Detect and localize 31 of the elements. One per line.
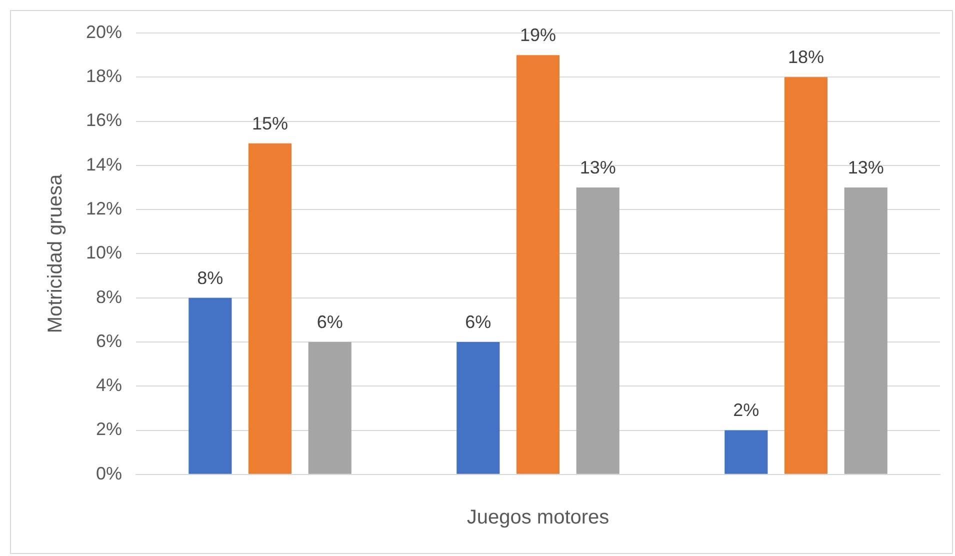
bar: [844, 187, 888, 474]
y-tick-label: 4%: [96, 375, 122, 396]
y-axis-title: Motricidad gruesa: [44, 173, 67, 334]
data-label: 2%: [733, 400, 760, 420]
y-tick-label: 20%: [86, 22, 122, 42]
y-tick-label: 10%: [86, 242, 122, 263]
bar: [576, 187, 620, 474]
data-label: 13%: [848, 157, 884, 178]
y-tick-label: 12%: [86, 198, 122, 219]
bar: [248, 143, 292, 474]
bar: [516, 55, 560, 474]
data-label: 6%: [316, 312, 343, 332]
y-tick-label: 14%: [86, 154, 122, 174]
data-label: 8%: [197, 268, 224, 288]
y-tick-label: 8%: [96, 286, 122, 307]
data-label: 13%: [580, 157, 616, 178]
data-label: 19%: [520, 25, 556, 46]
bar: [456, 342, 500, 474]
data-label: 6%: [465, 312, 492, 332]
data-label: 15%: [252, 113, 288, 134]
bar: [308, 342, 352, 474]
y-tick-label: 16%: [86, 110, 122, 130]
y-tick-label: 0%: [96, 463, 122, 484]
y-tick-label: 6%: [96, 330, 122, 351]
bar: [188, 298, 232, 474]
bar: [724, 430, 768, 474]
y-tick-label: 18%: [86, 66, 122, 86]
x-axis-title: Juegos motores: [466, 506, 610, 529]
y-tick-label: 2%: [96, 419, 122, 440]
data-label: 18%: [788, 47, 824, 68]
bar: [784, 77, 828, 474]
